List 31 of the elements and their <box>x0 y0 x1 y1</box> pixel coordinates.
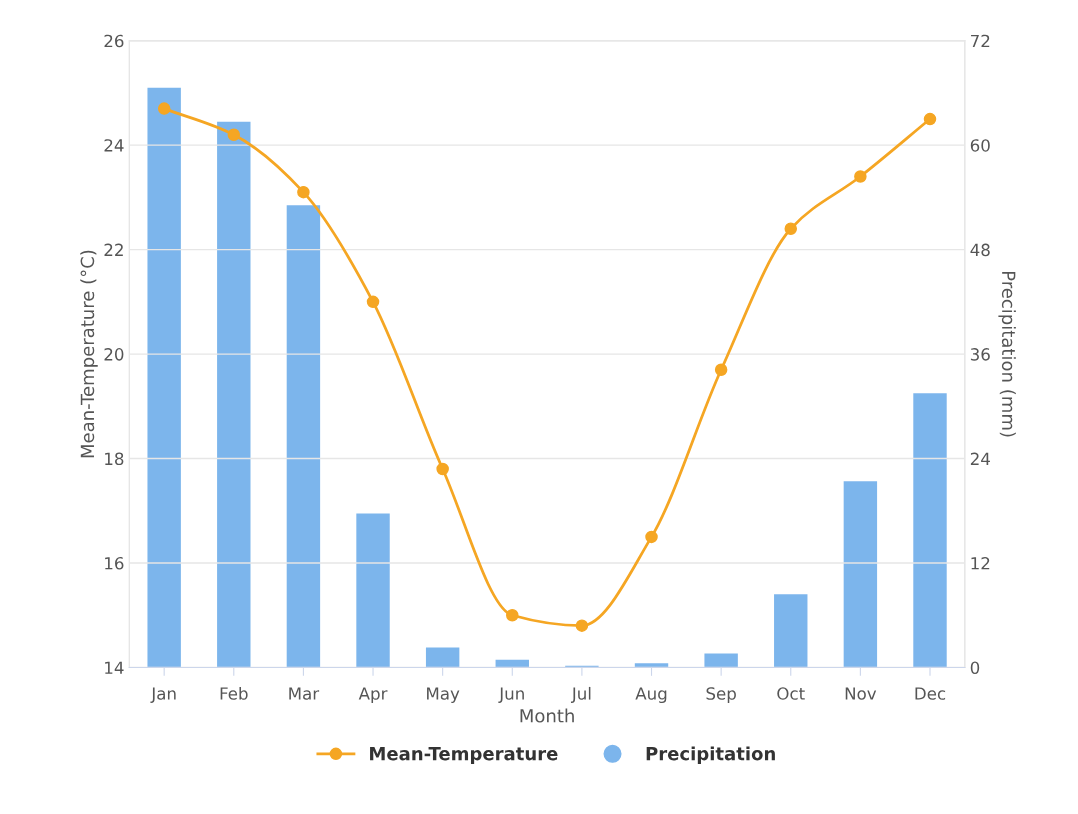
y-tick-label: 26 <box>104 34 124 48</box>
x-tick-label: Apr <box>358 687 388 704</box>
y-tick-label: 16 <box>105 556 124 570</box>
y-tick-label: 24 <box>104 139 124 152</box>
x-tick-label: Nov <box>845 687 877 700</box>
x-tick-label: Feb <box>220 686 248 700</box>
x-tick-label: May <box>427 687 460 704</box>
y2-tick-label: 60 <box>970 139 990 152</box>
y2-tick-label: 24 <box>970 452 990 465</box>
y2-tick-label: 48 <box>970 243 990 257</box>
y-axis-title: Mean-Temperature (°C) <box>80 250 98 458</box>
y2-tick-label: 36 <box>970 348 990 361</box>
x-tick-label: Aug <box>635 687 667 704</box>
y-tick-label: 14 <box>105 661 124 674</box>
y-tick-label: 20 <box>104 348 124 361</box>
x-axis-title: Month <box>520 708 574 723</box>
y2-tick-label: 72 <box>971 34 990 48</box>
x-tick-label: Sep <box>706 687 736 704</box>
legend-label: Precipitation <box>646 746 775 764</box>
y2-axis-title: Precipitation (mm) <box>998 271 1016 437</box>
y2-tick-label: 12 <box>971 556 990 570</box>
legend-label: Mean-Temperature <box>370 746 558 764</box>
x-tick-label: Oct <box>777 687 805 700</box>
y2-tick-label: 0 <box>970 661 980 675</box>
y-tick-label: 18 <box>105 452 124 466</box>
y-tick-label: 22 <box>104 243 123 256</box>
x-tick-label: Mar <box>289 687 320 700</box>
x-tick-label: Jun <box>498 687 524 703</box>
x-tick-label: Jul <box>570 686 591 703</box>
x-tick-label: Jan <box>150 687 176 703</box>
x-tick-label: Dec <box>915 687 946 700</box>
